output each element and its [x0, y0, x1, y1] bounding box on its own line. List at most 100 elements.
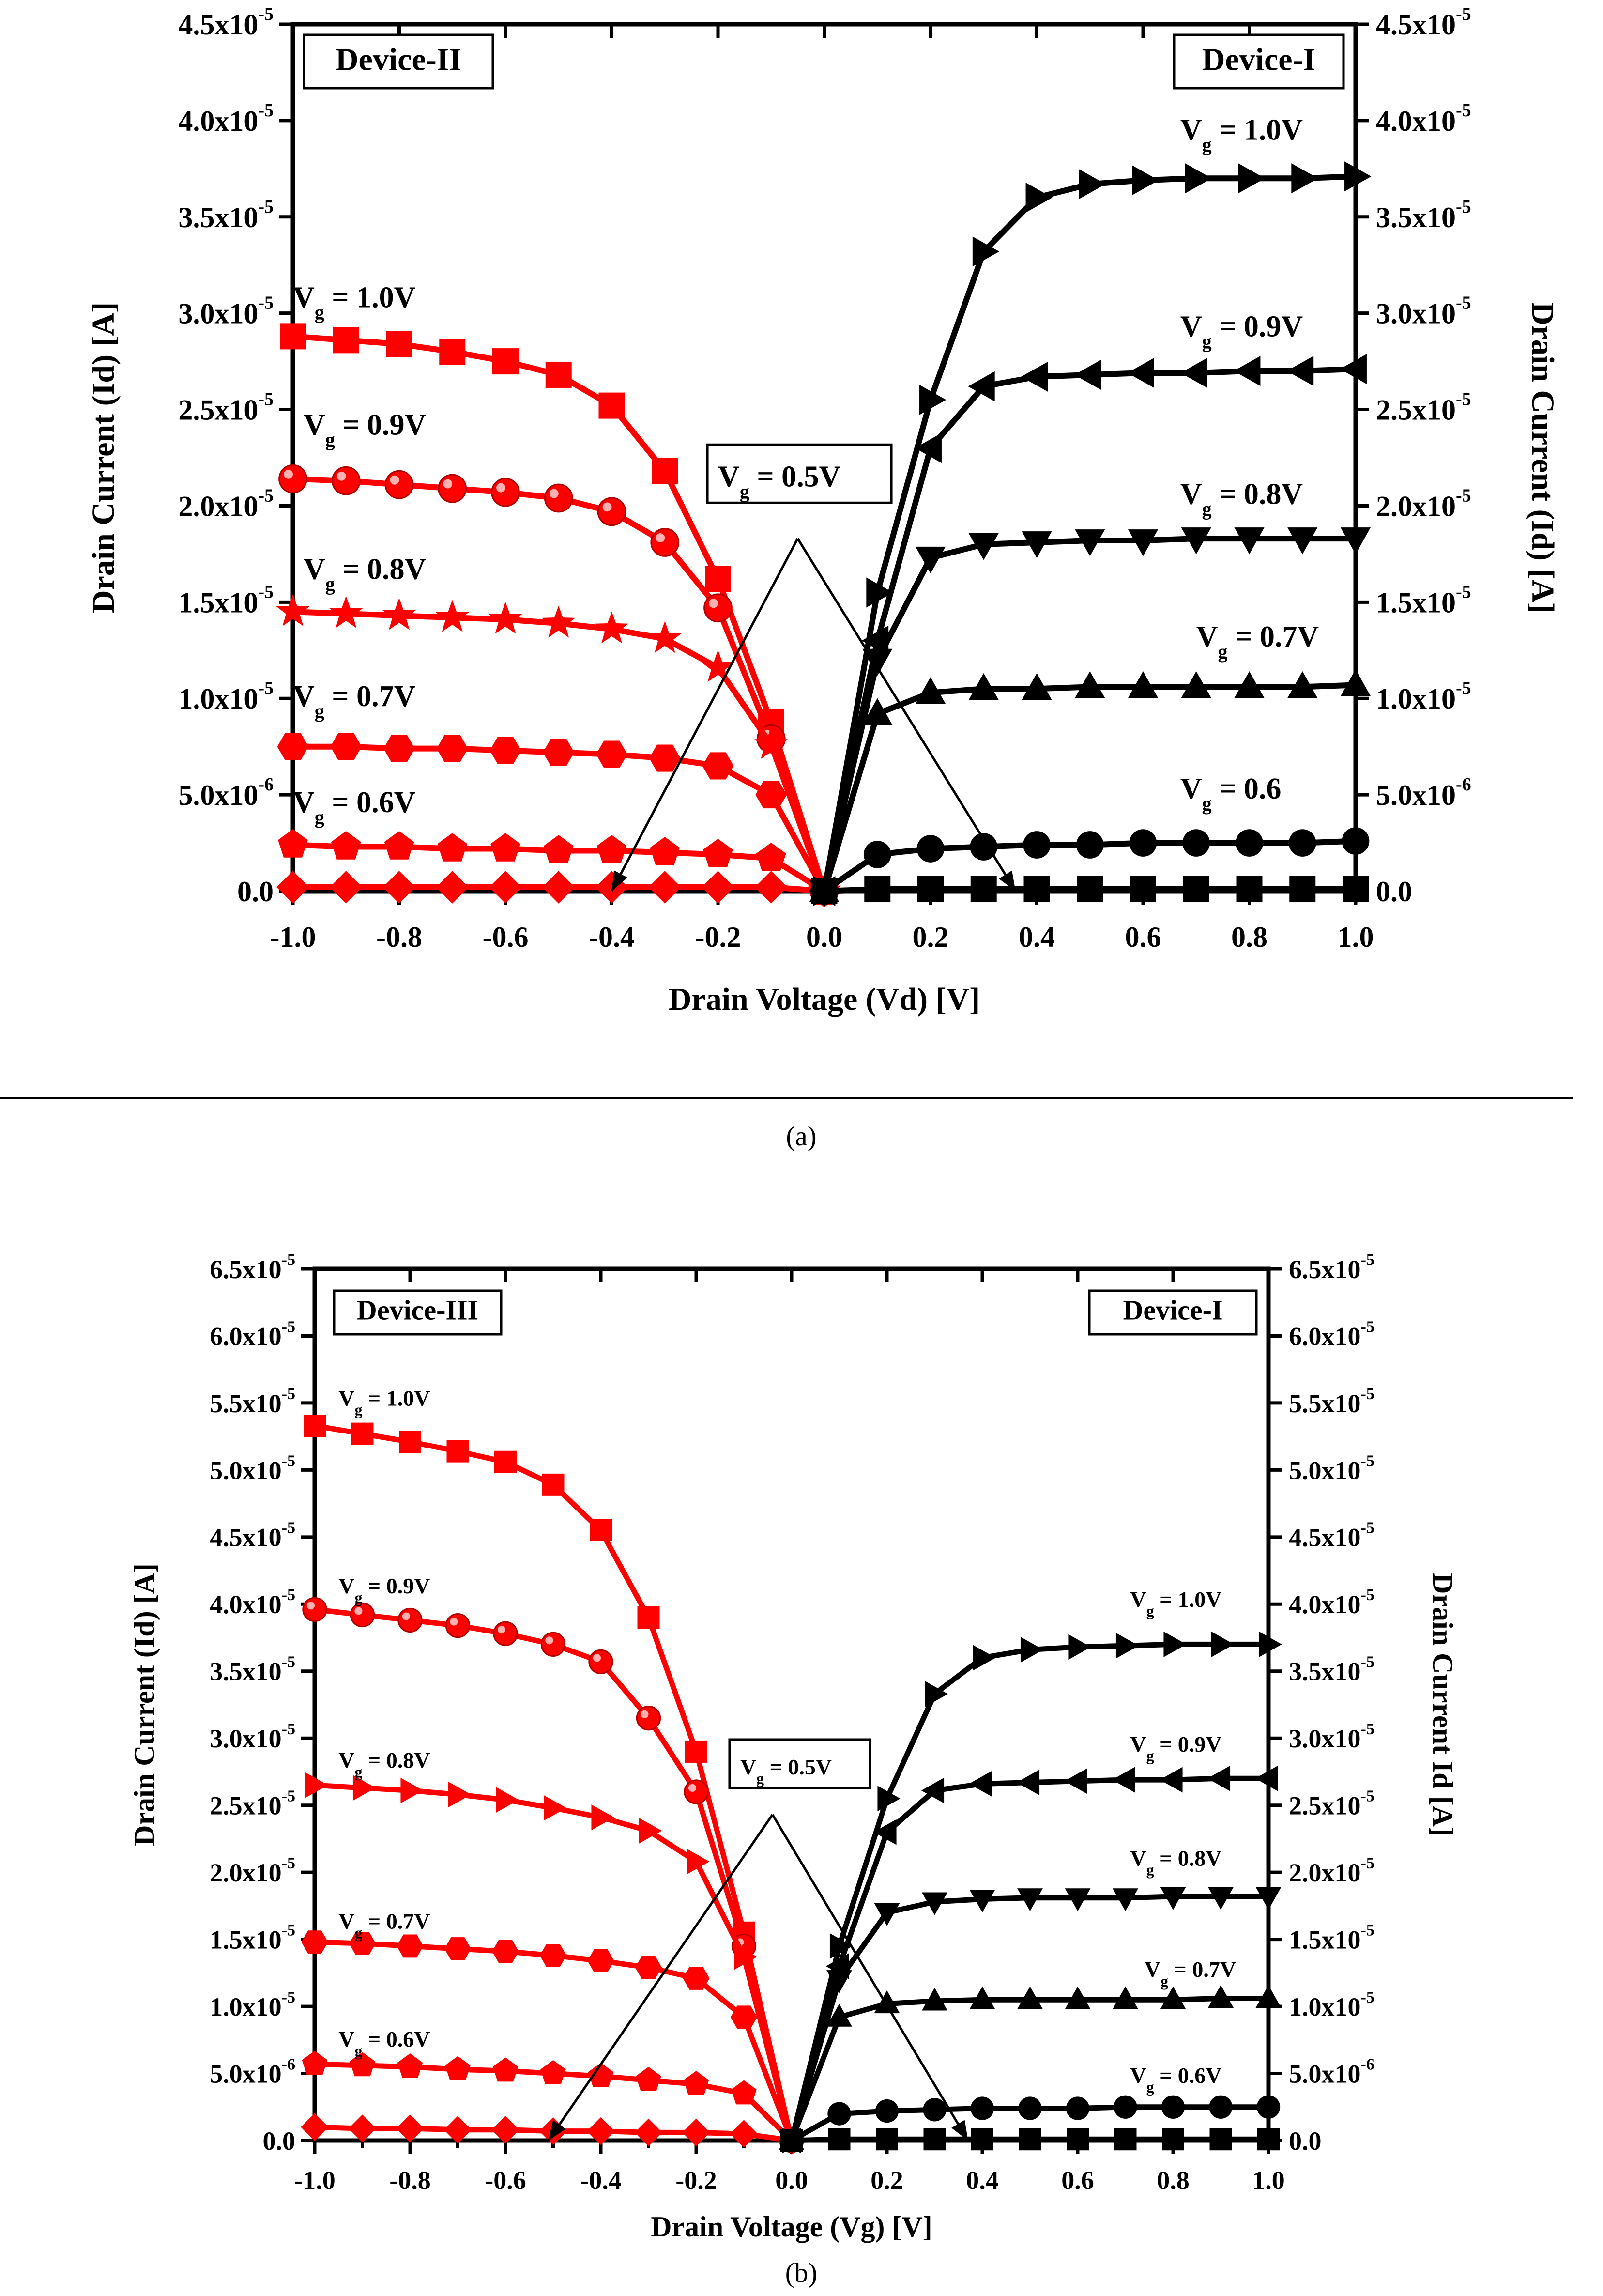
data-point-right-8-2: [874, 1903, 900, 1926]
data-point-left-1-8-highlight: [709, 599, 718, 608]
y-tick-label-right: 1.0x10-5: [1289, 1988, 1374, 2021]
y-tick-exponent: -6: [258, 774, 274, 795]
y-tick-mantissa: 4.0x10: [210, 1590, 282, 1619]
data-point-right-9-5: [1075, 671, 1105, 698]
data-point-left-4-7: [650, 837, 680, 865]
y-tick-mantissa: 4.5x10: [210, 1523, 282, 1552]
y-tick-label-right: 6.5x10-5: [1289, 1251, 1374, 1284]
data-point-right-11-10: [1343, 876, 1369, 903]
y-tick-exponent: -5: [282, 1318, 295, 1336]
y-tick-exponent: -5: [282, 1988, 295, 2006]
data-point-right-9-10: [1255, 1985, 1282, 2008]
data-point-right-8-8: [1234, 527, 1265, 555]
data-point-left-4-2: [384, 831, 414, 860]
vg-label-left-3-rest: = 0.7V: [324, 680, 416, 713]
y-tick-mantissa: 6.5x10: [1289, 1255, 1361, 1284]
data-point-left-4-7: [636, 2066, 661, 2091]
y-tick-mantissa: 3.5x10: [1376, 201, 1456, 233]
data-point-left-5-4: [489, 871, 522, 904]
data-point-left-2-4: [489, 601, 522, 634]
x-tick-label: 0.8: [1157, 2166, 1190, 2195]
data-point-left-4-5: [540, 2060, 566, 2084]
data-point-right-9-3: [922, 1988, 947, 2011]
callout-label-sub: g: [756, 1770, 764, 1787]
data-point-left-0-5: [542, 1473, 565, 1496]
x-tick-label: 0.6: [1061, 2166, 1094, 2195]
vg-label-left-0: Vg = 1.0V: [293, 281, 416, 324]
y-tick-exponent: -5: [1361, 1653, 1374, 1671]
y-tick-exponent: -5: [258, 678, 274, 698]
y-tick-exponent: -5: [282, 1385, 295, 1403]
data-point-right-8-8: [1160, 1887, 1186, 1910]
data-point-right-6-4: [1025, 182, 1053, 213]
x-tick-label: 0.4: [966, 2166, 999, 2195]
y-tick-label-right: 5.0x10-6: [1289, 2055, 1374, 2088]
vg-label-right-5-sub: g: [1146, 1602, 1154, 1619]
y-tick-mantissa: 4.5x10: [178, 9, 258, 41]
data-point-left-2-7: [648, 621, 682, 653]
data-point-left-4-0: [278, 829, 308, 858]
data-point-right-11-0: [780, 2129, 803, 2152]
data-point-left-3-0: [301, 1930, 328, 1954]
y-tick-label-left: 1.0x10-5: [210, 1988, 295, 2021]
data-point-right-10-4: [970, 2096, 994, 2120]
data-point-right-11-1: [828, 2128, 851, 2151]
data-point-left-3-2: [383, 735, 415, 762]
y-tick-exponent: -6: [1361, 2055, 1374, 2073]
callout-arrowhead: [998, 870, 1016, 891]
data-point-left-4-9: [756, 842, 786, 871]
data-point-left-1-4-highlight: [496, 483, 506, 493]
vg-label-left-0-rest: = 1.0V: [362, 1386, 430, 1410]
data-point-left-1-3-highlight: [450, 1618, 458, 1626]
data-point-right-8-9: [1208, 1887, 1234, 1910]
y-tick-exponent: -5: [282, 1519, 295, 1537]
vg-label-left-1-v: V: [304, 408, 325, 441]
data-point-left-0-4: [494, 1450, 517, 1473]
vg-label-left-3: Vg = 0.7V: [293, 680, 416, 722]
y-tick-mantissa: 3.0x10: [1376, 298, 1456, 330]
data-point-right-8-6: [1128, 529, 1159, 556]
data-point-left-1-5: [544, 483, 573, 513]
y-tick-exponent: -5: [282, 1922, 295, 1940]
data-point-left-3-6: [596, 740, 627, 768]
vg-label-right-6-v: V: [1130, 1732, 1146, 1757]
y-tick-mantissa: 0.0: [263, 2126, 296, 2156]
data-point-right-9-6: [1128, 671, 1159, 698]
vg-label-left-1-rest: = 0.9V: [362, 1573, 430, 1598]
callout-arrowhead: [951, 2120, 968, 2141]
y-tick-mantissa: 1.0x10: [1289, 1992, 1361, 2021]
vg-label-right-9-v: V: [1180, 772, 1202, 805]
callout-label: Vg = 0.5V: [718, 461, 841, 503]
data-point-left-3-9: [730, 2005, 758, 2029]
y-tick-mantissa: 3.5x10: [178, 201, 258, 233]
y-tick-label-left: 2.5x10-5: [178, 389, 274, 426]
data-point-right-8-4: [1022, 531, 1052, 558]
y-tick-mantissa: 3.5x10: [1289, 1657, 1361, 1686]
data-point-right-8-7: [1181, 527, 1211, 555]
y-tick-label-right: 4.0x10-5: [1289, 1586, 1374, 1619]
data-point-right-9-1: [862, 698, 893, 725]
callout-label-rest: = 0.5V: [749, 461, 841, 493]
data-point-left-1-2: [384, 470, 414, 499]
vg-label-left-1-sub: g: [354, 1588, 362, 1606]
y-tick-mantissa: 2.0x10: [1289, 1858, 1361, 1887]
device-box-left: [303, 33, 494, 90]
data-point-right-11-9: [1289, 876, 1316, 903]
data-point-right-6-8: [1163, 1631, 1187, 1657]
data-point-left-2-9: [754, 727, 788, 759]
data-point-right-11-4: [971, 2128, 993, 2151]
data-point-left-2-5: [542, 605, 576, 638]
data-point-left-2-8: [687, 1849, 710, 1875]
y-tick-label-right: 4.0x10-5: [1376, 100, 1471, 137]
vg-label-right-9: Vg = 0.6: [1180, 772, 1282, 815]
vg-label-left-1: Vg = 0.9V: [338, 1573, 430, 1606]
data-point-right-10-3: [923, 2098, 947, 2122]
y-tick-label-left: 5.0x10-6: [210, 2055, 295, 2088]
vg-label-right-5-v: V: [1180, 114, 1202, 147]
data-point-right-7-9: [1286, 355, 1314, 386]
vg-label-right-6: Vg = 0.9V: [1130, 1732, 1221, 1764]
vg-label-right-7-rest: = 0.8V: [1154, 1846, 1222, 1870]
data-point-left-3-4: [489, 737, 521, 764]
caption-a: (a): [786, 1121, 816, 1152]
y-tick-exponent: -5: [1361, 1452, 1374, 1470]
